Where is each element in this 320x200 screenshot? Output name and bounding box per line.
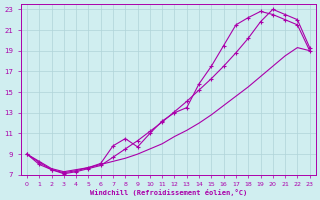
X-axis label: Windchill (Refroidissement éolien,°C): Windchill (Refroidissement éolien,°C) (90, 189, 247, 196)
